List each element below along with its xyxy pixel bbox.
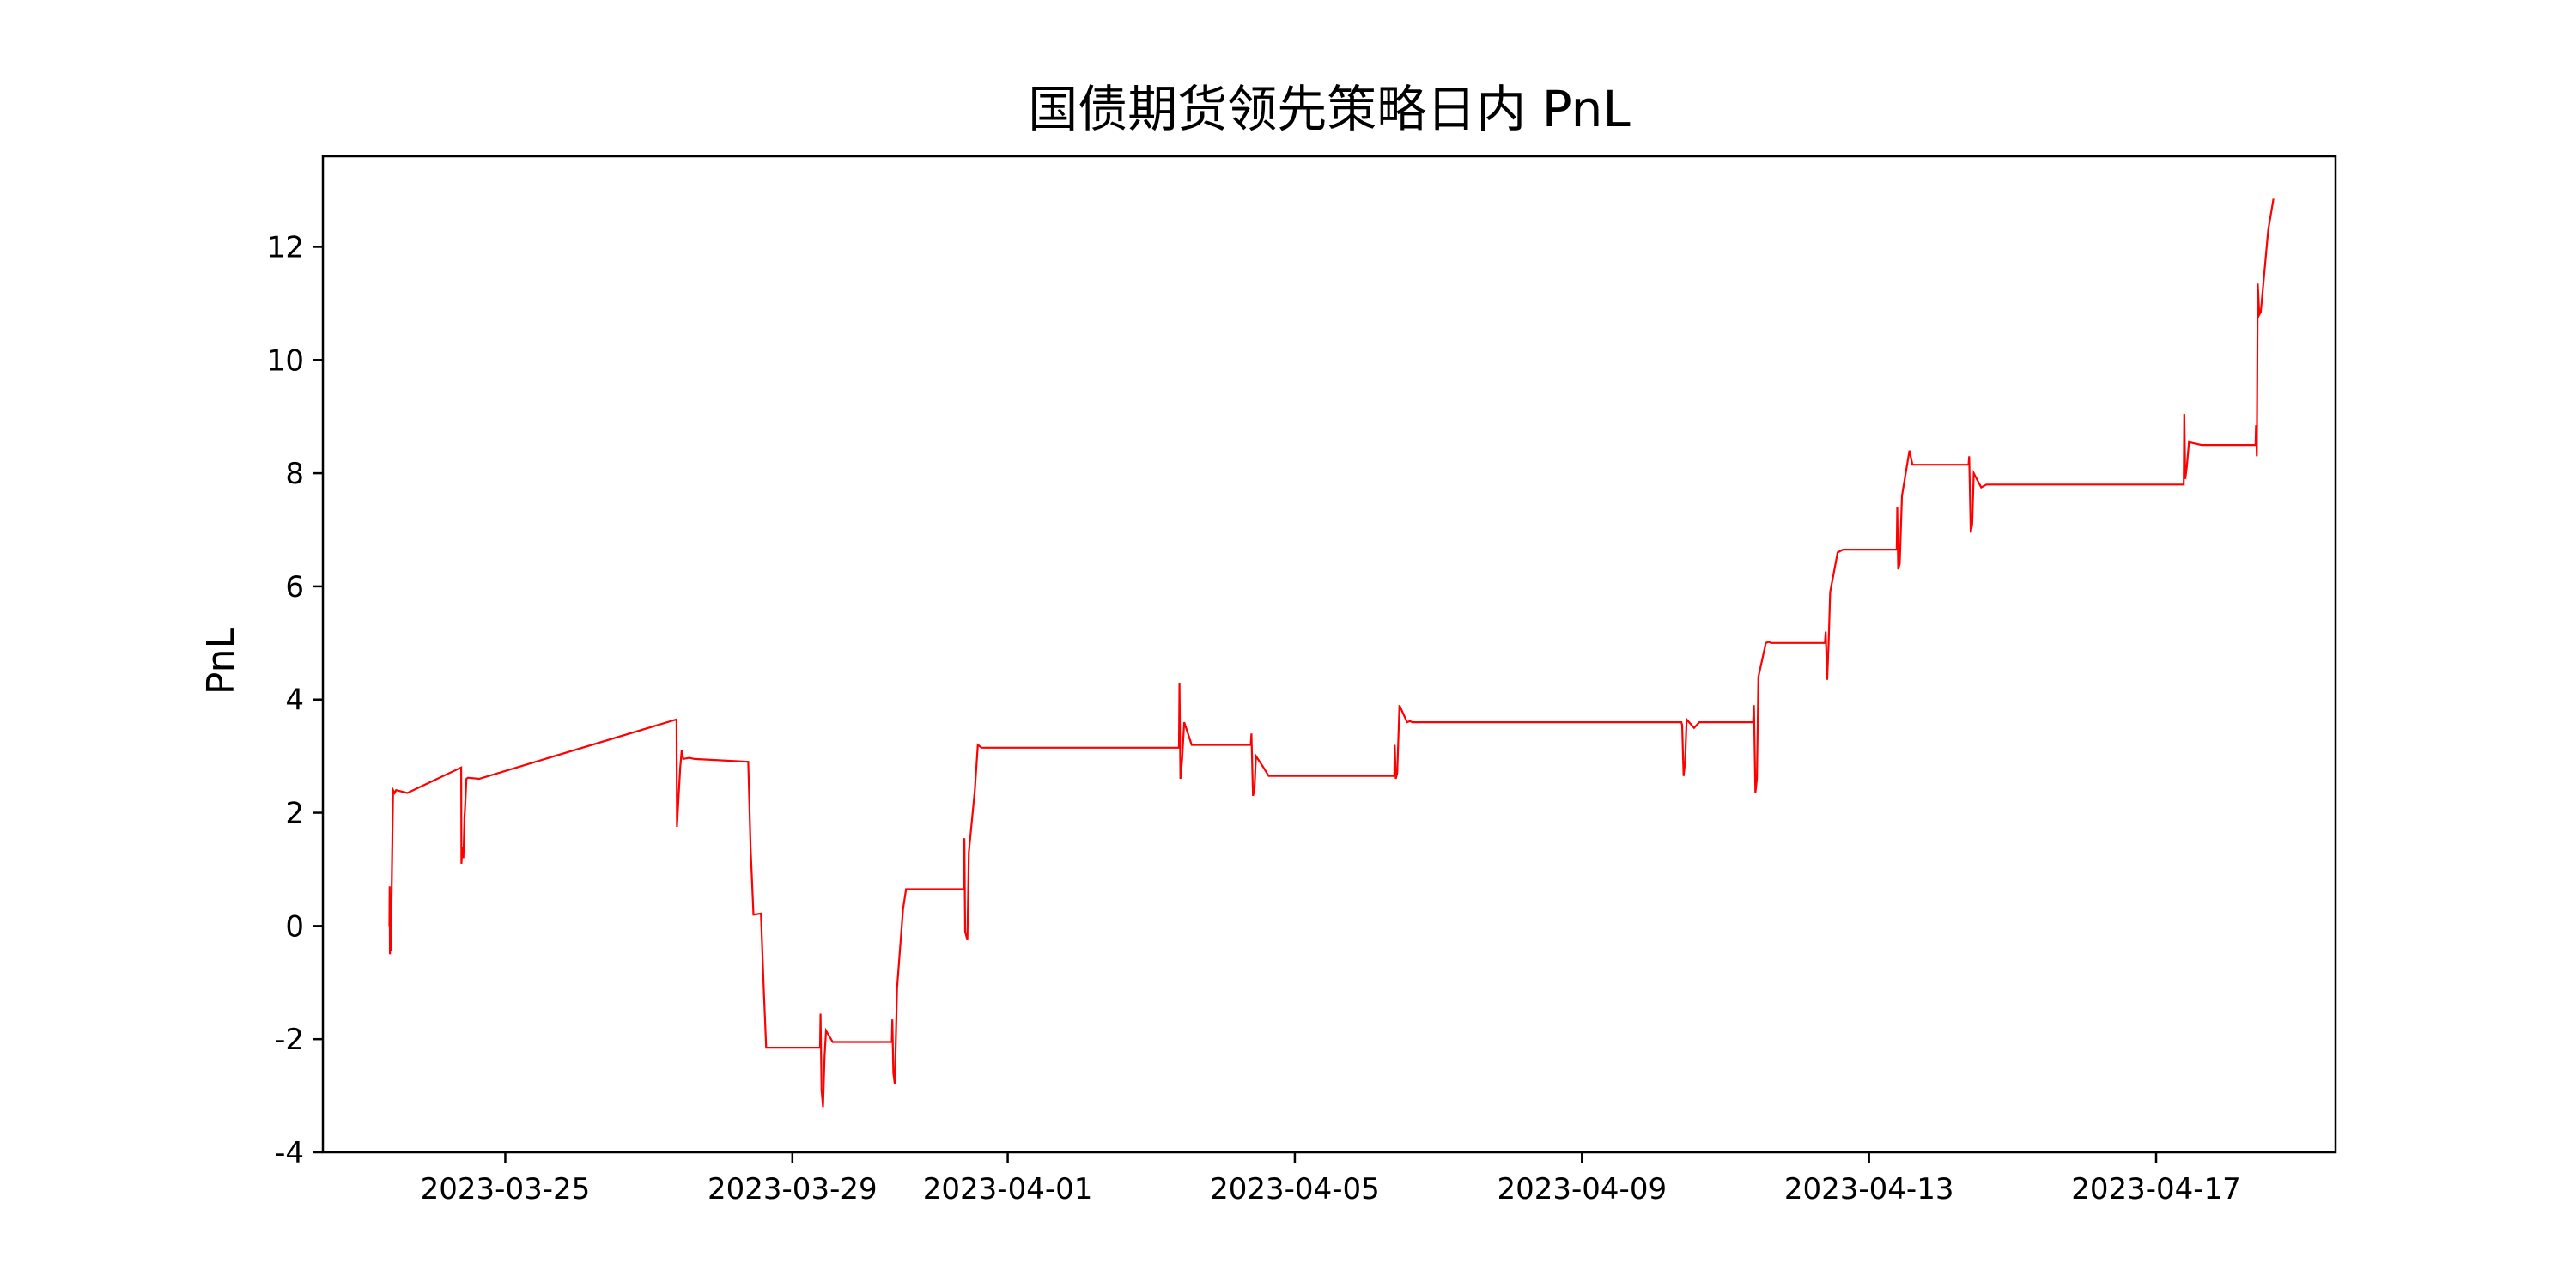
- y-axis-ticks: -4 -2 0 2 4 6 8 10 12: [267, 230, 323, 1170]
- y-tick-label: 8: [285, 457, 304, 491]
- x-tick-label: 2023-04-05: [1210, 1172, 1380, 1206]
- x-tick-label: 2023-03-25: [421, 1172, 591, 1206]
- x-tick-label: 2023-03-29: [708, 1172, 878, 1206]
- y-tick-label: -2: [275, 1023, 304, 1057]
- y-tick-label: 0: [285, 909, 304, 944]
- y-tick-label: 4: [285, 683, 304, 718]
- plot-frame: [321, 155, 2337, 1154]
- chart-title: 国债期货领先策略日内 PnL: [1028, 80, 1630, 138]
- x-tick-label: 2023-04-01: [923, 1172, 1093, 1206]
- x-axis-ticks: 2023-03-25 2023-03-29 2023-04-01 2023-04-05…: [421, 1152, 2241, 1206]
- y-tick-label: -4: [275, 1136, 304, 1170]
- y-axis-label: PnL: [199, 627, 243, 695]
- pnl-series-line: [388, 198, 2275, 1108]
- y-tick-label: 2: [285, 797, 304, 831]
- x-tick-label: 2023-04-17: [2071, 1172, 2241, 1206]
- y-tick-label: 12: [267, 230, 304, 264]
- x-tick-label: 2023-04-09: [1498, 1172, 1668, 1206]
- y-tick-label: 10: [267, 343, 304, 378]
- y-tick-label: 6: [285, 570, 304, 605]
- x-tick-label: 2023-04-13: [1784, 1172, 1954, 1206]
